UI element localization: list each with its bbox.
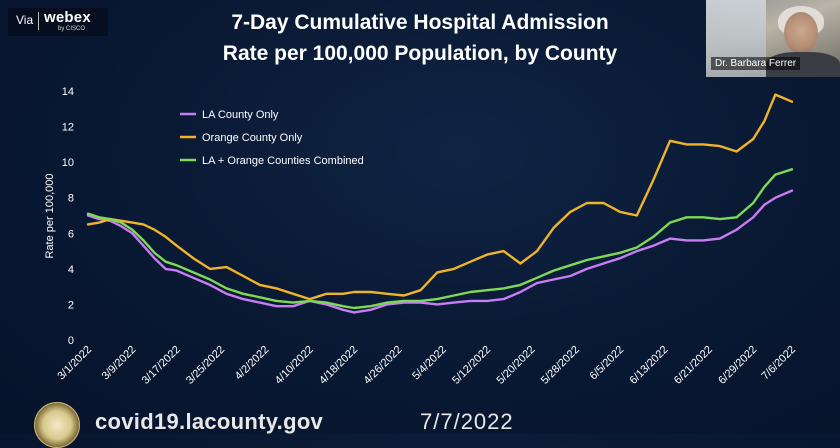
x-tick-label: 3/17/2022 [140,344,183,387]
presenter-name-label: Dr. Barbara Ferrer [711,57,801,70]
y-tick-label: 4 [68,264,74,276]
footer-website[interactable]: covid19.lacounty.gov [95,409,324,434]
series-line-2 [86,93,794,301]
legend-label: Orange County Only [202,132,303,144]
footer-date: 7/7/2022 [420,409,514,434]
x-tick-label: 6/13/2022 [628,344,671,387]
x-tick-label: 6/21/2022 [672,344,715,387]
x-tick-label: 5/12/2022 [450,344,493,387]
y-axis-title: Rate per 100,000 [44,173,56,258]
x-tick-label: 5/4/2022 [410,344,449,383]
x-tick-label: 3/1/2022 [55,344,94,383]
la-county-seal-logo [34,402,80,448]
legend: LA County Only Orange County Only LA + Ora… [180,109,364,167]
webex-divider [38,12,39,30]
x-tick-label: 4/10/2022 [273,344,316,387]
series-line-3 [86,168,794,310]
series-group [86,93,794,314]
x-tick-label: 3/25/2022 [184,344,227,387]
x-tick-label: 4/18/2022 [317,344,360,387]
y-tick-label: 14 [62,86,74,98]
y-tick-label: 12 [62,122,74,134]
x-axis: 3/1/2022 3/9/2022 3/17/2022 3/25/2022 4/2/20… [55,344,798,387]
webex-logo-text: webex [44,9,91,26]
y-tick-label: 6 [68,228,74,240]
x-tick-label: 4/2/2022 [233,344,272,383]
y-axis-title-group: Rate per 100,000 [44,173,56,258]
x-tick-label: 5/20/2022 [494,344,537,387]
x-tick-label: 5/28/2022 [539,344,582,387]
y-tick-label: 8 [68,193,74,205]
chart-title-line-1: 7-Day Cumulative Hospital Admission [231,11,609,34]
y-tick-label: 0 [68,335,74,347]
line-chart: Rate per 100,000 0 2 4 6 8 10 12 14 3/1/2022 3/9… [44,86,798,387]
x-tick-label: 4/26/2022 [361,344,404,387]
y-axis: 0 2 4 6 8 10 12 14 [62,86,74,347]
chart-title-line-2: Rate per 100,000 Population, by County [222,42,618,65]
series-line-1 [86,189,794,314]
webex-via-text: Via [16,13,34,27]
x-tick-label: 6/5/2022 [588,344,627,383]
y-tick-label: 2 [68,299,74,311]
y-tick-label: 10 [62,157,74,169]
x-tick-label: 6/29/2022 [716,344,759,387]
x-tick-label: 7/6/2022 [759,344,798,383]
legend-label: LA County Only [202,109,279,121]
webex-logo-subtext: by CISCO [58,26,86,32]
x-tick-label: 3/9/2022 [100,344,139,383]
legend-label: LA + Orange Counties Combined [202,155,364,167]
webex-overlay [8,8,108,36]
presenter-face [784,12,818,54]
